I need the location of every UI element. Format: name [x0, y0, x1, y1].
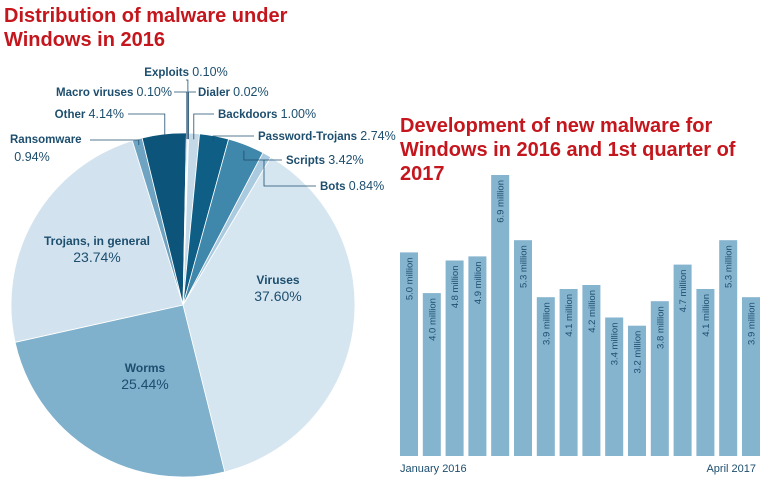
pie-chart: Exploits 0.10% Dialer 0.02% Backdoors 1.00… — [10, 65, 396, 478]
pie-label-macro-viruses: Macro viruses 0.10% — [56, 85, 172, 99]
pie-value-dialer: 0.02% — [233, 85, 268, 99]
bar-value-label-4: 6.9 million — [496, 180, 507, 223]
bar-value-label-3: 4.9 million — [473, 261, 484, 304]
pie-label-other: Other 4.14% — [55, 107, 124, 121]
bar-1 — [422, 293, 441, 456]
bar-15 — [742, 297, 760, 456]
pie-label-ransomware: Ransomware — [10, 134, 82, 146]
pie-value-trojans-in-general: 23.74% — [73, 249, 120, 265]
pie-value-other: 4.14% — [89, 107, 124, 121]
pie-slice-viruses — [182, 156, 356, 473]
bar-8 — [582, 285, 601, 456]
bar-value-label-13: 4.1 million — [701, 294, 712, 337]
bar-value-label-10: 3.2 million — [633, 331, 644, 374]
bar-0 — [400, 252, 418, 456]
leader-line-macro-viruses — [174, 91, 188, 139]
bar-value-label-14: 5.3 million — [724, 245, 735, 288]
pie-value-worms: 25.44% — [121, 376, 168, 392]
pie-label-name-bots: Bots — [320, 181, 349, 193]
pie-value-password-trojans: 2.74% — [360, 129, 395, 143]
bar-14 — [719, 240, 738, 456]
bar-2 — [445, 260, 464, 456]
bar-10 — [628, 325, 646, 456]
pie-slice-trojans-in-general — [10, 140, 184, 343]
bar-7 — [559, 289, 578, 456]
pie-slice-worms — [14, 304, 226, 478]
bar-value-label-6: 3.9 million — [541, 302, 552, 345]
bar-value-label-9: 3.4 million — [610, 323, 621, 366]
pie-label-name-backdoors: Backdoors — [218, 109, 281, 121]
pie-label-scripts: Scripts 3.42% — [286, 153, 364, 167]
bar-3 — [468, 256, 487, 456]
leader-line-other — [128, 113, 166, 140]
x-axis-start-label: January 2016 — [400, 463, 467, 475]
leader-line-backdoors — [193, 113, 214, 140]
bar-13 — [696, 289, 715, 456]
pie-label-backdoors: Backdoors 1.00% — [218, 107, 316, 121]
pie-label-worms: Worms — [125, 361, 166, 375]
bar-6 — [536, 297, 555, 456]
bar-value-label-8: 4.2 million — [587, 290, 598, 333]
bar-value-label-2: 4.8 million — [450, 266, 461, 309]
pie-label-name-macro-viruses: Macro viruses — [56, 87, 137, 99]
pie-value-macro-viruses: 0.10% — [137, 85, 172, 99]
pie-label-viruses: Viruses — [256, 273, 299, 287]
pie-chart-title: Distribution of malware under Windows in… — [4, 5, 288, 51]
pie-value-scripts: 3.42% — [328, 153, 363, 167]
bar-value-label-15: 3.9 million — [747, 302, 758, 345]
leader-line-scripts — [243, 150, 282, 161]
bar-value-label-5: 5.3 million — [519, 245, 530, 288]
pie-label-dialer: Dialer 0.02% — [198, 85, 269, 99]
pie-label-name-other: Other — [55, 109, 89, 121]
bar-value-label-1: 4.0 million — [427, 298, 438, 341]
bar-value-label-7: 4.1 million — [564, 294, 575, 337]
pie-label-name-password-trojans: Password-Trojans — [258, 131, 360, 143]
pie-label-name-exploits: Exploits — [144, 67, 192, 79]
bar-chart: 5.0 million 4.0 million 4.8 million 4.9 mil… — [400, 175, 760, 475]
leader-line-dialer — [188, 91, 196, 140]
bar-5 — [514, 240, 532, 456]
x-axis-end-label: April 2017 — [706, 463, 756, 475]
bar-value-label-12: 4.7 million — [678, 270, 689, 313]
bar-value-label-0: 5.0 million — [405, 257, 416, 300]
bar-9 — [605, 317, 624, 456]
pie-value-viruses: 37.60% — [254, 288, 301, 304]
leader-line-password-trojans — [212, 135, 254, 142]
bar-value-label-11: 3.8 million — [655, 306, 666, 349]
pie-label-name-scripts: Scripts — [286, 155, 328, 167]
pie-value-exploits: 0.10% — [192, 65, 227, 79]
pie-value-ransomware: 0.94% — [14, 150, 49, 164]
pie-label-exploits: Exploits 0.10% — [144, 65, 227, 79]
pie-label-bots: Bots 0.84% — [320, 179, 384, 193]
leader-line-ransomware — [90, 139, 140, 145]
pie-value-backdoors: 1.00% — [281, 107, 316, 121]
pie-label-trojans-in-general: Trojans, in general — [44, 234, 150, 248]
bar-12 — [673, 264, 692, 456]
pie-label-name-dialer: Dialer — [198, 87, 233, 99]
pie-value-bots: 0.84% — [349, 179, 384, 193]
pie-label-password-trojans: Password-Trojans 2.74% — [258, 129, 396, 143]
bar-4 — [491, 175, 510, 456]
leader-line-bots — [263, 160, 316, 187]
bar-chart-title: Development of new malware for Windows i… — [400, 115, 736, 185]
bar-11 — [650, 301, 669, 456]
leader-line-exploits — [186, 79, 189, 140]
